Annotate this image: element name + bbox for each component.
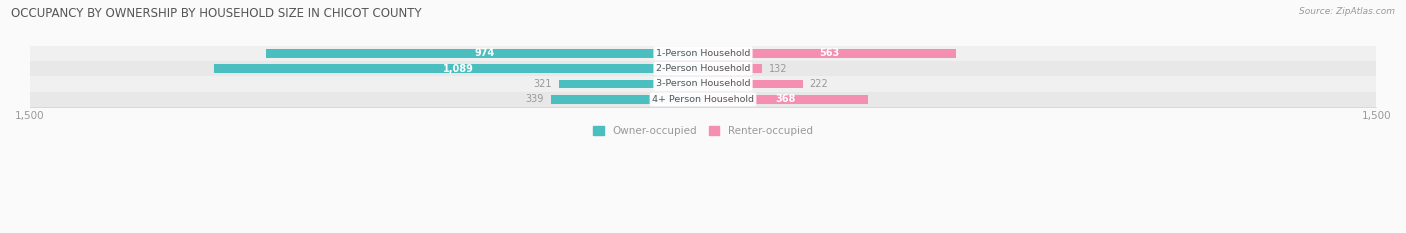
Text: 339: 339: [526, 94, 544, 104]
Bar: [703, 64, 762, 73]
Text: 321: 321: [534, 79, 553, 89]
Text: 132: 132: [769, 64, 787, 74]
Bar: [30, 46, 1376, 61]
Bar: [560, 79, 703, 89]
Text: 563: 563: [820, 48, 839, 58]
Bar: [30, 92, 1376, 107]
Bar: [551, 95, 703, 104]
Bar: [266, 49, 703, 58]
Legend: Owner-occupied, Renter-occupied: Owner-occupied, Renter-occupied: [589, 122, 817, 140]
Text: OCCUPANCY BY OWNERSHIP BY HOUSEHOLD SIZE IN CHICOT COUNTY: OCCUPANCY BY OWNERSHIP BY HOUSEHOLD SIZE…: [11, 7, 422, 20]
Text: 3-Person Household: 3-Person Household: [655, 79, 751, 89]
Text: 1-Person Household: 1-Person Household: [655, 49, 751, 58]
Bar: [703, 79, 803, 89]
Bar: [703, 49, 956, 58]
Bar: [703, 95, 868, 104]
Text: 368: 368: [775, 94, 796, 104]
Bar: [30, 76, 1376, 92]
Text: 4+ Person Household: 4+ Person Household: [652, 95, 754, 104]
Bar: [214, 64, 703, 73]
Bar: [30, 61, 1376, 76]
Text: 2-Person Household: 2-Person Household: [655, 64, 751, 73]
Text: 974: 974: [474, 48, 495, 58]
Text: 1,089: 1,089: [443, 64, 474, 74]
Text: 222: 222: [810, 79, 828, 89]
Text: Source: ZipAtlas.com: Source: ZipAtlas.com: [1299, 7, 1395, 16]
